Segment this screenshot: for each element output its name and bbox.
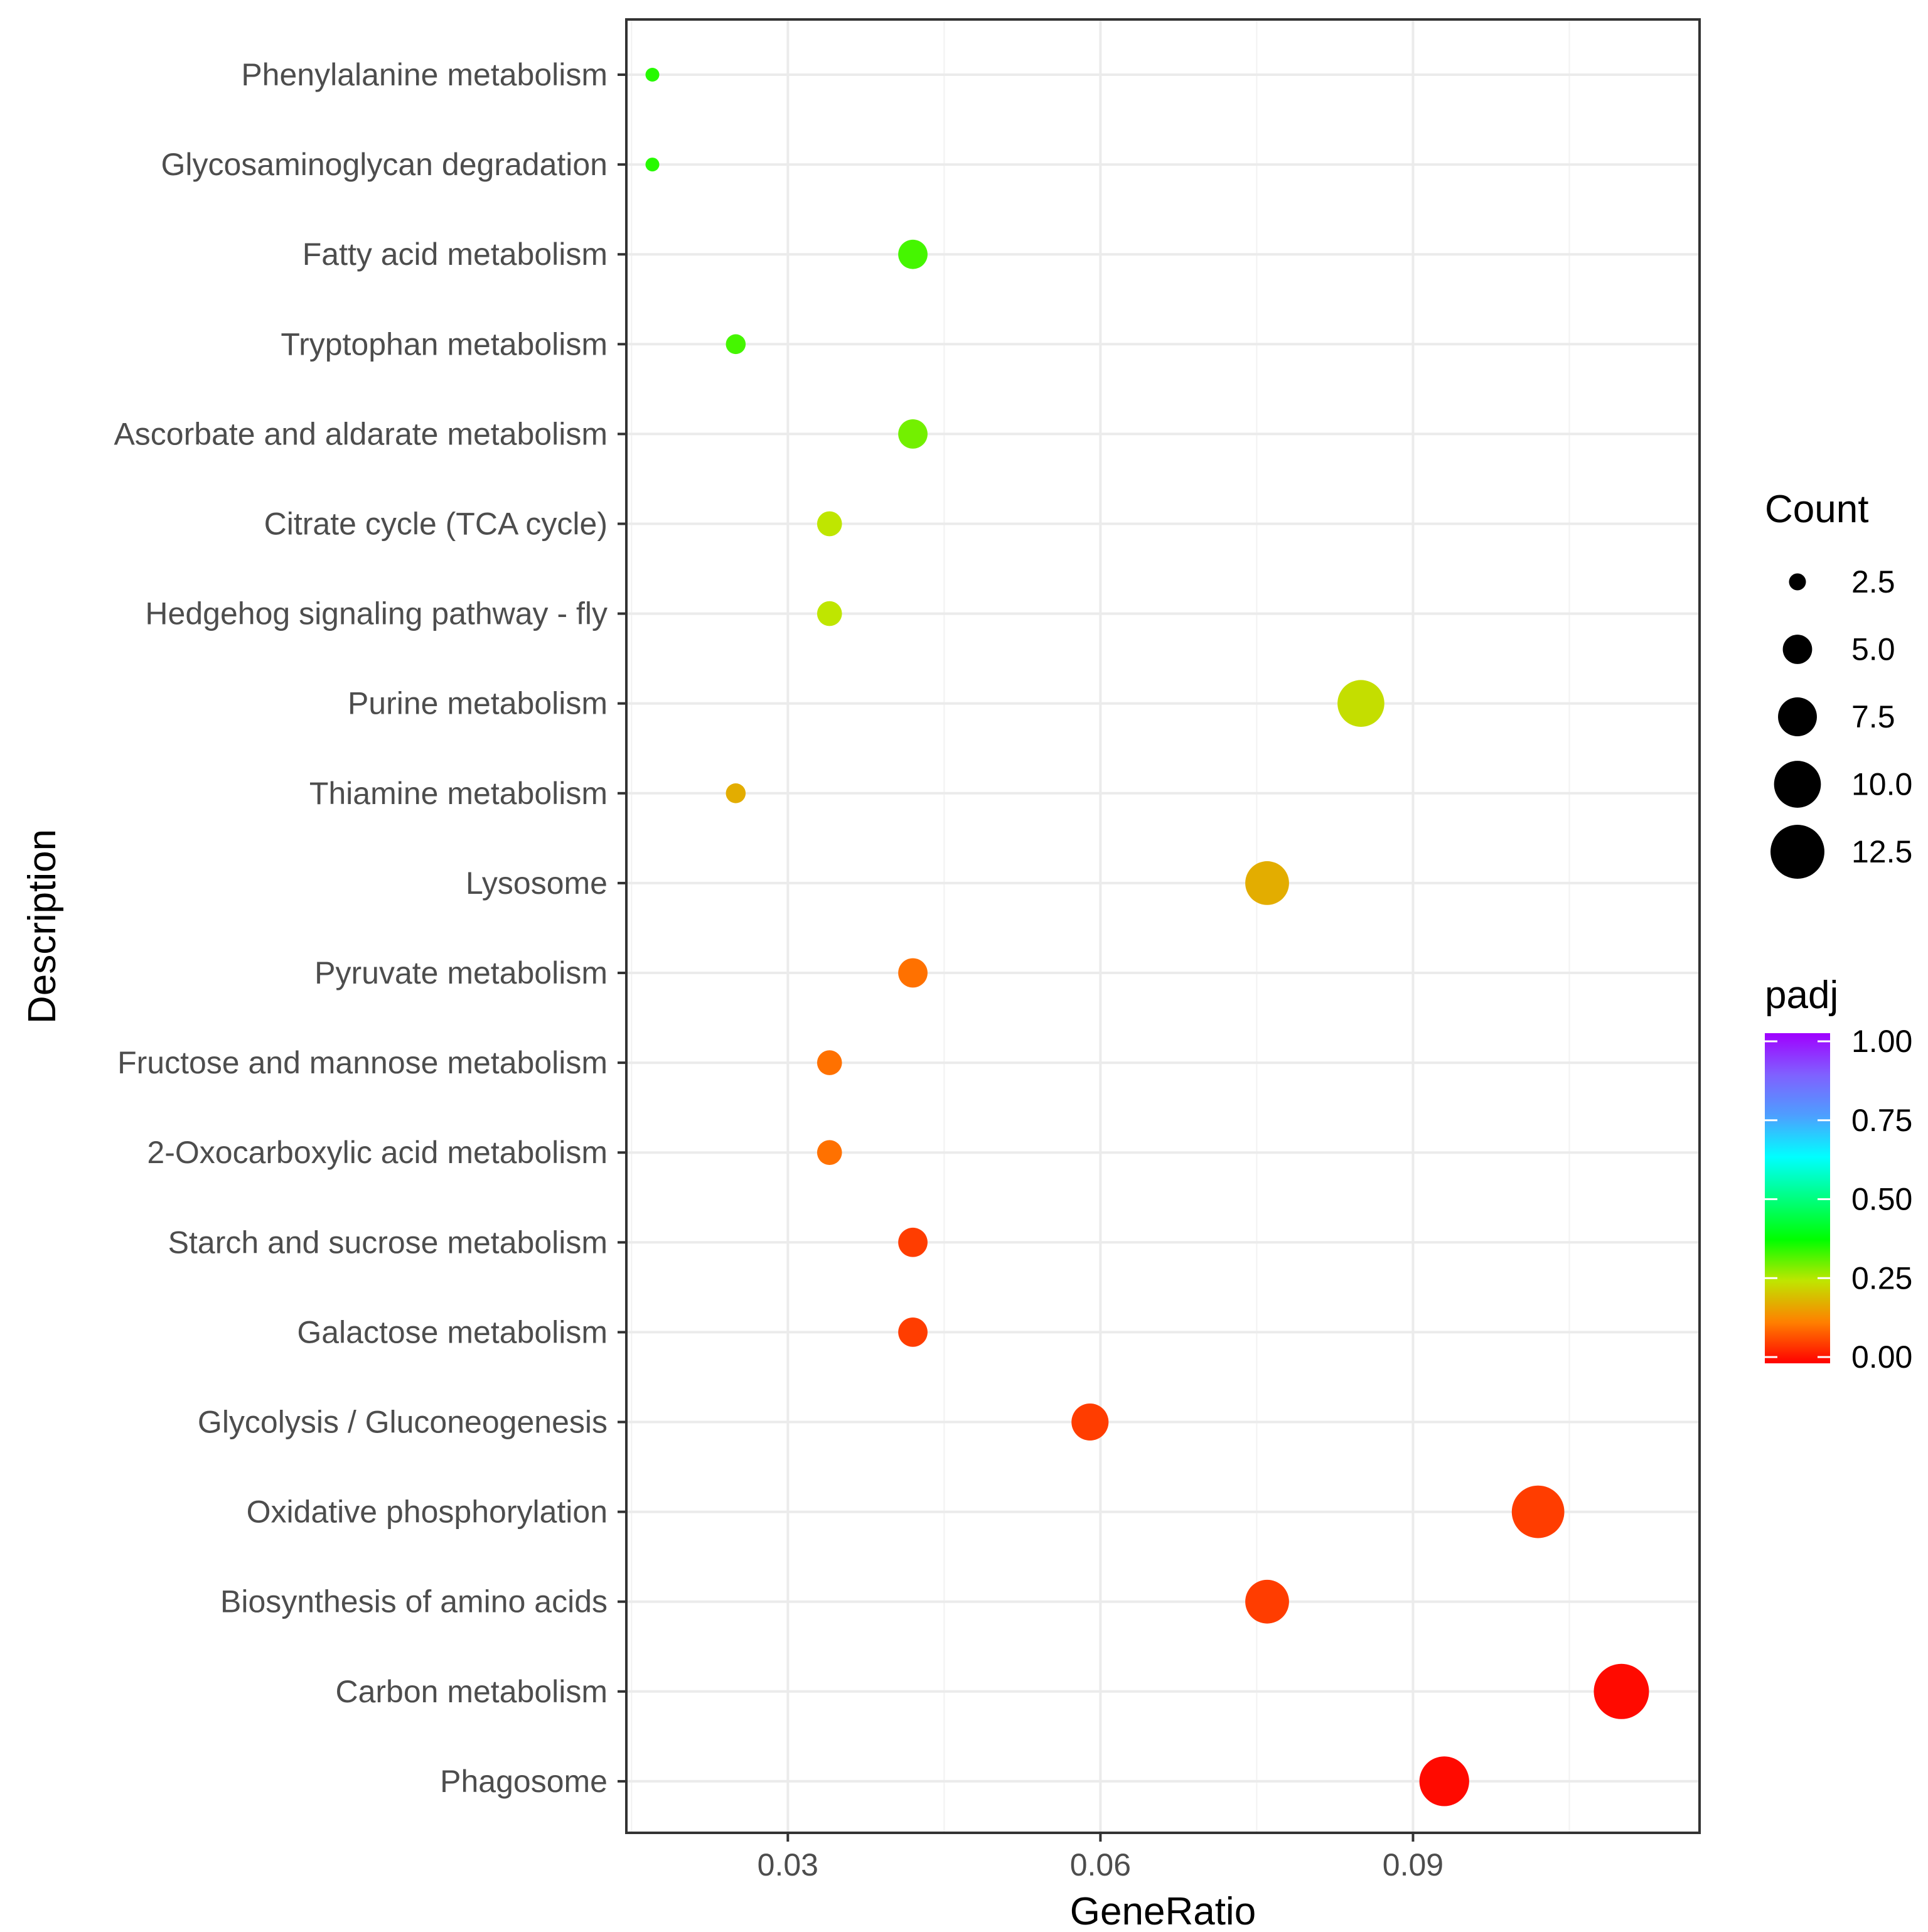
data-point bbox=[898, 1318, 928, 1347]
panel-border bbox=[625, 18, 1701, 1834]
y-tick-label: Phagosome bbox=[440, 1764, 608, 1799]
x-axis-title: GeneRatio bbox=[1070, 1890, 1256, 1932]
size-legend-key bbox=[1770, 825, 1824, 879]
x-tick-label: 0.03 bbox=[758, 1847, 818, 1882]
color-legend-label: 0.25 bbox=[1851, 1260, 1912, 1296]
color-legend-label: 0.50 bbox=[1851, 1182, 1912, 1217]
size-legend-label: 2.5 bbox=[1851, 564, 1895, 599]
data-point bbox=[898, 1227, 928, 1257]
y-tick-label: Oxidative phosphorylation bbox=[247, 1495, 608, 1530]
y-tick-label: Pyruvate metabolism bbox=[314, 955, 608, 990]
y-tick-marks bbox=[618, 73, 626, 1783]
data-point bbox=[645, 158, 660, 172]
y-tick-label: Starch and sucrose metabolism bbox=[168, 1225, 608, 1260]
y-tick-label: Tryptophan metabolism bbox=[281, 326, 608, 362]
data-point bbox=[1511, 1485, 1565, 1538]
size-legend-title: Count bbox=[1765, 488, 1868, 531]
grid-major bbox=[626, 19, 1700, 1833]
color-legend-label: 0.75 bbox=[1851, 1103, 1912, 1138]
y-tick-label: 2-Oxocarboxylic acid metabolism bbox=[147, 1135, 608, 1170]
y-tick-label: Glycosaminoglycan degradation bbox=[161, 147, 608, 182]
size-legend-key bbox=[1778, 697, 1817, 736]
y-tick-label: Citrate cycle (TCA cycle) bbox=[264, 507, 608, 542]
y-tick-label: Biosynthesis of amino acids bbox=[220, 1584, 608, 1619]
data-points bbox=[645, 68, 1649, 1806]
data-point bbox=[1245, 1579, 1289, 1624]
y-tick-label: Phenylalanine metabolism bbox=[241, 57, 608, 92]
y-tick-labels: Phenylalanine metabolism Glycosaminoglyca… bbox=[114, 57, 608, 1799]
y-tick-label: Purine metabolism bbox=[348, 686, 608, 721]
x-tick-labels: 0.03 0.06 0.09 bbox=[758, 1847, 1443, 1882]
data-point bbox=[1245, 861, 1289, 905]
data-point bbox=[898, 239, 928, 269]
x-tick-label: 0.09 bbox=[1383, 1847, 1443, 1882]
x-tick-label: 0.06 bbox=[1070, 1847, 1131, 1882]
y-tick-label: Fatty acid metabolism bbox=[303, 237, 608, 272]
color-legend: padj 1.00 0.75 0.50 0.25 0.00 bbox=[1765, 974, 1912, 1375]
y-tick-label: Fructose and mannose metabolism bbox=[117, 1045, 608, 1080]
size-legend-label: 10.0 bbox=[1851, 767, 1912, 802]
data-point bbox=[645, 68, 660, 82]
y-tick-label: Lysosome bbox=[466, 866, 608, 901]
data-point bbox=[1337, 680, 1384, 727]
data-point bbox=[1593, 1663, 1649, 1719]
grid-minor bbox=[631, 19, 1570, 1833]
size-legend-label: 12.5 bbox=[1851, 834, 1912, 869]
y-tick-label: Glycolysis / Gluconeogenesis bbox=[198, 1405, 608, 1440]
y-tick-label: Thiamine metabolism bbox=[309, 776, 608, 811]
data-point bbox=[1071, 1403, 1109, 1441]
size-legend-key bbox=[1774, 761, 1821, 808]
data-point bbox=[817, 1140, 842, 1166]
color-legend-label: 1.00 bbox=[1851, 1024, 1912, 1059]
data-point bbox=[1419, 1756, 1469, 1806]
data-point bbox=[817, 1050, 842, 1075]
data-point bbox=[817, 511, 842, 537]
data-point bbox=[726, 783, 746, 803]
x-tick-marks bbox=[786, 1833, 1415, 1842]
color-legend-title: padj bbox=[1765, 974, 1838, 1017]
data-point bbox=[898, 958, 928, 988]
size-legend: Count 2.5 5.0 7.5 10.0 12.5 bbox=[1765, 488, 1912, 879]
y-tick-label: Ascorbate and aldarate metabolism bbox=[114, 416, 608, 451]
size-legend-key bbox=[1789, 573, 1806, 591]
size-legend-label: 7.5 bbox=[1851, 699, 1895, 734]
color-legend-label: 0.00 bbox=[1851, 1339, 1912, 1375]
data-point bbox=[817, 601, 842, 626]
data-point bbox=[898, 419, 928, 449]
y-tick-label: Hedgehog signaling pathway - fly bbox=[145, 596, 608, 631]
y-tick-label: Carbon metabolism bbox=[335, 1674, 608, 1709]
y-tick-label: Galactose metabolism bbox=[297, 1314, 608, 1350]
size-legend-key bbox=[1782, 635, 1813, 664]
size-legend-label: 5.0 bbox=[1851, 632, 1895, 667]
y-axis-title: Description bbox=[21, 829, 64, 1024]
data-point bbox=[726, 334, 746, 355]
